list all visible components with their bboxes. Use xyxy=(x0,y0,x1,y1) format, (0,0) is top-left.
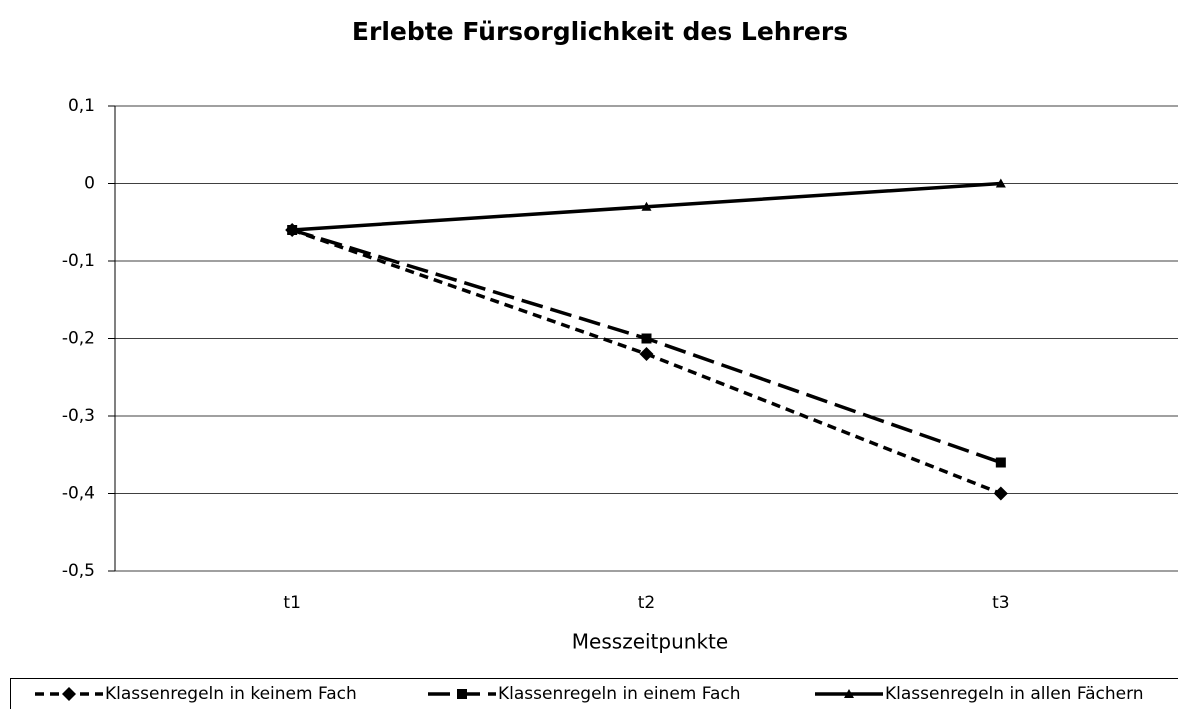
legend-label: Klassenregeln in allen Fächern xyxy=(885,684,1144,704)
marker xyxy=(844,689,854,698)
x-axis-label: Messzeitpunkte xyxy=(572,630,728,654)
y-tick-label: -0,3 xyxy=(62,406,95,426)
y-tick-label: -0,2 xyxy=(62,329,95,349)
y-tick-label: -0,1 xyxy=(62,251,95,271)
x-tick-label: t1 xyxy=(283,593,300,613)
x-tick-label: t2 xyxy=(638,593,655,613)
marker xyxy=(639,347,654,361)
chart-title: Erlebte Fürsorglichkeit des Lehrers xyxy=(352,17,848,46)
marker xyxy=(641,333,652,344)
legend-box xyxy=(10,678,1178,709)
y-tick-label: -0,5 xyxy=(62,561,95,581)
marker xyxy=(995,457,1006,468)
marker xyxy=(62,687,76,701)
legend-label: Klassenregeln in einem Fach xyxy=(498,684,741,704)
marker xyxy=(993,486,1008,501)
x-tick-label: t3 xyxy=(992,593,1009,613)
marker xyxy=(457,689,467,699)
y-tick-label: 0,1 xyxy=(68,96,95,116)
series-line xyxy=(291,228,1002,496)
y-tick-label: -0,4 xyxy=(62,484,95,504)
legend-label: Klassenregeln in keinem Fach xyxy=(105,684,357,704)
marker xyxy=(641,201,652,211)
marker xyxy=(995,178,1006,188)
y-tick-label: 0 xyxy=(84,174,95,194)
marker xyxy=(287,225,298,234)
series-line xyxy=(291,228,1002,465)
